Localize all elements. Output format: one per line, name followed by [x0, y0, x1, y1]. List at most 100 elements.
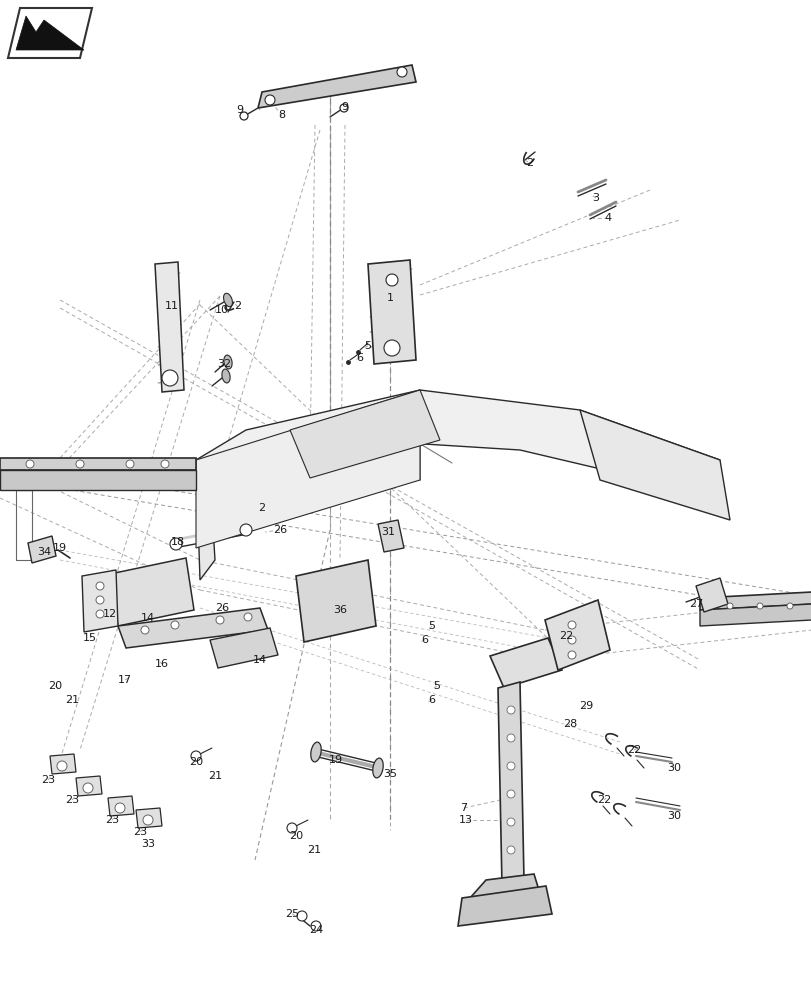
Text: 23: 23 — [41, 775, 55, 785]
Text: 2: 2 — [526, 158, 533, 168]
Text: 36: 36 — [333, 605, 346, 615]
Text: 28: 28 — [562, 719, 577, 729]
Circle shape — [76, 460, 84, 468]
Polygon shape — [82, 570, 118, 632]
Text: 11: 11 — [165, 301, 178, 311]
Polygon shape — [470, 874, 541, 906]
Text: 6: 6 — [421, 635, 428, 645]
Text: 19: 19 — [328, 755, 342, 765]
Text: 5: 5 — [428, 621, 435, 631]
Circle shape — [726, 603, 732, 609]
Polygon shape — [290, 390, 440, 478]
Text: 17: 17 — [118, 675, 132, 685]
Text: 31: 31 — [380, 527, 394, 537]
Circle shape — [115, 803, 125, 813]
Circle shape — [96, 610, 104, 618]
Polygon shape — [16, 16, 84, 50]
Circle shape — [96, 596, 104, 604]
Circle shape — [506, 790, 514, 798]
Circle shape — [506, 762, 514, 770]
Circle shape — [297, 911, 307, 921]
Ellipse shape — [223, 293, 232, 307]
Circle shape — [397, 67, 406, 77]
Text: 35: 35 — [383, 769, 397, 779]
Ellipse shape — [224, 355, 232, 369]
Polygon shape — [109, 558, 194, 626]
Text: 14: 14 — [141, 613, 155, 623]
Text: 3: 3 — [592, 193, 599, 203]
Text: 26: 26 — [215, 603, 229, 613]
Text: 22: 22 — [558, 631, 573, 641]
Text: 33: 33 — [141, 839, 155, 849]
Circle shape — [191, 751, 201, 761]
Polygon shape — [195, 460, 215, 580]
Polygon shape — [76, 776, 102, 796]
Text: 6: 6 — [356, 353, 363, 363]
Polygon shape — [0, 470, 195, 490]
Text: 18: 18 — [171, 537, 185, 547]
Text: 20: 20 — [289, 831, 303, 841]
Circle shape — [141, 626, 148, 634]
Text: 20: 20 — [48, 681, 62, 691]
Text: 27: 27 — [688, 599, 702, 609]
Circle shape — [143, 815, 152, 825]
Polygon shape — [195, 390, 719, 490]
Ellipse shape — [221, 369, 230, 383]
Polygon shape — [258, 65, 415, 108]
Polygon shape — [296, 560, 375, 642]
Text: 21: 21 — [65, 695, 79, 705]
Text: 1: 1 — [386, 293, 393, 303]
Text: 9: 9 — [236, 105, 243, 115]
Text: 9: 9 — [341, 102, 348, 112]
Circle shape — [26, 460, 34, 468]
Polygon shape — [50, 754, 76, 774]
Circle shape — [162, 370, 178, 386]
Text: 8: 8 — [278, 110, 285, 120]
Text: 2: 2 — [258, 503, 265, 513]
Text: 23: 23 — [133, 827, 147, 837]
Text: 24: 24 — [308, 925, 323, 935]
Text: 20: 20 — [189, 757, 203, 767]
Text: 22: 22 — [596, 795, 611, 805]
Circle shape — [568, 621, 575, 629]
Text: 23: 23 — [105, 815, 119, 825]
Polygon shape — [699, 592, 811, 610]
Text: 25: 25 — [285, 909, 298, 919]
Circle shape — [216, 616, 224, 624]
Polygon shape — [135, 808, 162, 828]
Text: 5: 5 — [433, 681, 440, 691]
Circle shape — [756, 603, 762, 609]
Text: 29: 29 — [578, 701, 592, 711]
Text: 21: 21 — [307, 845, 320, 855]
Polygon shape — [497, 682, 523, 886]
Text: 26: 26 — [272, 525, 287, 535]
Text: 4: 4 — [603, 213, 611, 223]
Circle shape — [96, 582, 104, 590]
Text: 30: 30 — [666, 811, 680, 821]
Circle shape — [57, 761, 67, 771]
Polygon shape — [695, 578, 727, 612]
Text: 21: 21 — [208, 771, 221, 781]
Circle shape — [506, 734, 514, 742]
Circle shape — [264, 95, 275, 105]
Polygon shape — [8, 8, 92, 58]
Text: 7: 7 — [460, 803, 467, 813]
Polygon shape — [0, 458, 195, 470]
Polygon shape — [457, 886, 551, 926]
Polygon shape — [155, 262, 184, 392]
Circle shape — [286, 823, 297, 833]
Text: 15: 15 — [83, 633, 97, 643]
Text: 13: 13 — [458, 815, 473, 825]
Polygon shape — [108, 796, 134, 816]
Polygon shape — [28, 536, 56, 563]
Text: 14: 14 — [252, 655, 267, 665]
Circle shape — [340, 104, 348, 112]
Polygon shape — [367, 260, 415, 364]
Circle shape — [243, 613, 251, 621]
Ellipse shape — [372, 758, 383, 778]
Text: 2: 2 — [234, 301, 241, 311]
Polygon shape — [195, 390, 419, 548]
Circle shape — [506, 846, 514, 854]
Text: 34: 34 — [36, 547, 51, 557]
Polygon shape — [210, 628, 277, 668]
